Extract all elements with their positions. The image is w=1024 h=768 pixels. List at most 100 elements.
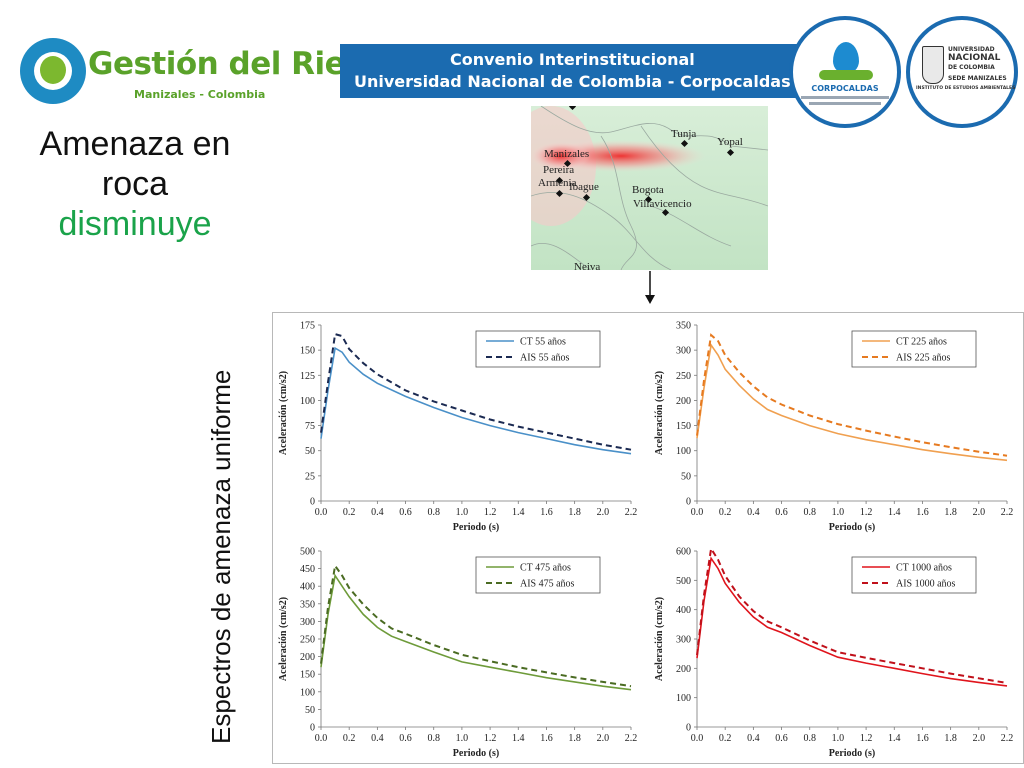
legend-label-0: CT 1000 años	[896, 563, 952, 574]
x-tick-label: 0.0	[315, 733, 328, 744]
y-tick-label: 50	[305, 705, 315, 716]
legend-label-1: AIS 55 años	[520, 353, 570, 364]
map-city-manizales: Manizales	[544, 148, 589, 160]
y-tick-label: 350	[676, 321, 691, 332]
y-axis-label: Aceleración (cm/s2)	[278, 371, 289, 455]
y-tick-label: 100	[676, 446, 691, 457]
y-tick-label: 25	[305, 471, 315, 482]
logo-subtitle: Manizales - Colombia	[134, 88, 266, 101]
unal-line-4: SEDE MANIZALES	[948, 75, 1007, 82]
y-tick-label: 125	[300, 371, 315, 382]
unal-line-3: DE COLOMBIA	[948, 64, 995, 71]
unal-line-1: UNIVERSIDAD	[948, 46, 995, 53]
y-tick-label: 175	[300, 321, 315, 332]
map-city-ibague: Ibague	[569, 181, 599, 193]
x-tick-label: 0.6	[399, 507, 412, 518]
x-tick-label: 1.8	[944, 733, 957, 744]
vertical-caption: Espectros de amenaza uniforme	[206, 369, 236, 744]
series-line-1	[320, 332, 632, 451]
slide-headline: Amenaza en roca disminuye	[10, 124, 260, 244]
y-tick-label: 50	[305, 446, 315, 457]
x-tick-label: 1.4	[888, 733, 901, 744]
x-tick-label: 1.4	[512, 507, 525, 518]
x-tick-label: 0.6	[775, 733, 788, 744]
y-axis-label: Aceleración (cm/s2)	[654, 597, 665, 681]
spectrum-chart-225: 0 50 100 150 200 250 300 350 0.0 0.2 0.4 0.6 0.8 1.0 1…	[649, 313, 1023, 537]
x-tick-label: 0.4	[747, 733, 760, 744]
headline-line-3: disminuye	[58, 205, 212, 243]
unal-seal: UNIVERSIDAD NACIONAL DE COLOMBIA SEDE MA…	[906, 16, 1018, 128]
x-tick-label: 0.8	[427, 733, 440, 744]
x-tick-label: 0.6	[399, 733, 412, 744]
y-tick-label: 500	[676, 576, 691, 587]
map-city-armenia: Armenia	[538, 177, 577, 189]
map-city-yopal: Yopal	[717, 136, 743, 148]
x-tick-label: 1.8	[568, 733, 581, 744]
y-tick-label: 200	[676, 396, 691, 407]
x-tick-label: 1.2	[484, 507, 497, 518]
x-tick-label: 1.6	[916, 507, 929, 518]
series-line-0	[320, 346, 632, 455]
unal-line-5: INSTITUTO DE ESTUDIOS AMBIENTALES	[916, 86, 1016, 91]
map-city-pereira: Pereira	[543, 164, 574, 176]
banner-line-2: Universidad Nacional de Colombia - Corpo…	[354, 72, 791, 91]
x-tick-label: 1.8	[944, 507, 957, 518]
chart-legend: CT 225 años AIS 225 años	[851, 330, 977, 368]
y-tick-label: 250	[300, 635, 315, 646]
x-tick-label: 2.2	[625, 733, 638, 744]
y-tick-label: 200	[300, 652, 315, 663]
legend-label-0: CT 55 años	[520, 337, 566, 348]
green-hill-icon	[819, 70, 873, 80]
x-tick-label: 0.2	[343, 507, 356, 518]
x-tick-label: 0.8	[803, 507, 816, 518]
y-tick-label: 500	[300, 547, 315, 558]
banner-rule	[340, 44, 810, 48]
y-tick-label: 400	[676, 605, 691, 616]
legend-label-1: AIS 475 años	[520, 579, 575, 590]
y-tick-label: 450	[300, 564, 315, 575]
x-tick-label: 1.0	[832, 507, 845, 518]
x-tick-label: 2.0	[973, 507, 986, 518]
chart-legend: CT 475 años AIS 475 años	[475, 556, 601, 594]
spectra-chart-panel: 0 25 50 75 100 125 150 175 0.0 0.2 0.4 0.6 0.8 1.0 1.2…	[272, 312, 1024, 764]
convenio-banner: Convenio Interinstitucional Universidad …	[340, 48, 810, 98]
map-city-bogota: Bogota	[632, 184, 664, 196]
university-crest-icon	[922, 46, 944, 84]
x-tick-label: 2.2	[1001, 733, 1014, 744]
y-tick-label: 100	[300, 396, 315, 407]
x-tick-label: 2.0	[597, 507, 610, 518]
spectrum-chart-55: 0 25 50 75 100 125 150 175 0.0 0.2 0.4 0.6 0.8 1.0 1.2…	[273, 313, 647, 537]
unal-line-2: NACIONAL	[948, 53, 1001, 63]
headline-line-1: Amenaza en	[39, 125, 231, 163]
water-drop-icon	[833, 42, 859, 74]
x-tick-label: 0.6	[775, 507, 788, 518]
x-tick-label: 1.6	[540, 733, 553, 744]
x-axis-label: Periodo (s)	[829, 522, 875, 533]
x-tick-label: 1.8	[568, 507, 581, 518]
x-tick-label: 1.0	[456, 733, 469, 744]
x-tick-label: 1.0	[832, 733, 845, 744]
x-tick-label: 2.0	[597, 733, 610, 744]
x-tick-label: 2.2	[625, 507, 638, 518]
x-tick-label: 0.4	[747, 507, 760, 518]
x-tick-label: 1.6	[540, 507, 553, 518]
x-tick-label: 1.2	[860, 507, 873, 518]
series-line-1	[320, 563, 632, 688]
headline-line-2: roca	[101, 165, 169, 203]
hazard-map: Tunja Yopal Manizales Pereira Armenia Ib…	[531, 106, 768, 270]
x-tick-label: 0.8	[427, 507, 440, 518]
x-tick-label: 0.4	[371, 733, 384, 744]
map-city-villavicencio: Villavicencio	[633, 198, 692, 210]
legend-label-1: AIS 1000 años	[896, 579, 956, 590]
x-tick-label: 1.2	[860, 733, 873, 744]
down-arrow-icon	[645, 271, 655, 304]
banner-line-1: Convenio Interinstitucional	[450, 50, 695, 69]
corpocaldas-seal: CORPOCALDAS	[789, 16, 901, 128]
x-tick-label: 2.2	[1001, 507, 1014, 518]
series-line-0	[696, 343, 1008, 462]
map-city-neiva: Neiva	[574, 261, 600, 270]
legend-label-1: AIS 225 años	[896, 353, 951, 364]
x-tick-label: 0.2	[719, 733, 732, 744]
y-tick-label: 150	[676, 421, 691, 432]
x-tick-label: 0.4	[371, 507, 384, 518]
